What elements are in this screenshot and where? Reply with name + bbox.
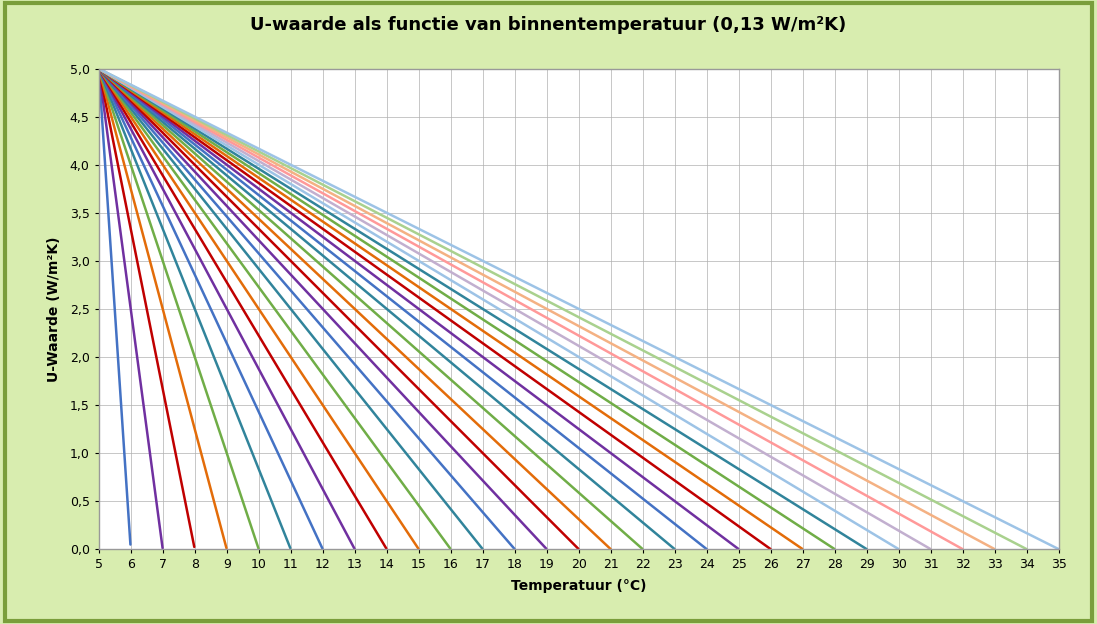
X-axis label: Temperatuur (°C): Temperatuur (°C) <box>511 580 646 593</box>
Text: U-waarde als functie van binnentemperatuur (0,13 W/m²K): U-waarde als functie van binnentemperatu… <box>250 16 847 34</box>
Y-axis label: U-Waarde (W/m²K): U-Waarde (W/m²K) <box>47 236 61 382</box>
